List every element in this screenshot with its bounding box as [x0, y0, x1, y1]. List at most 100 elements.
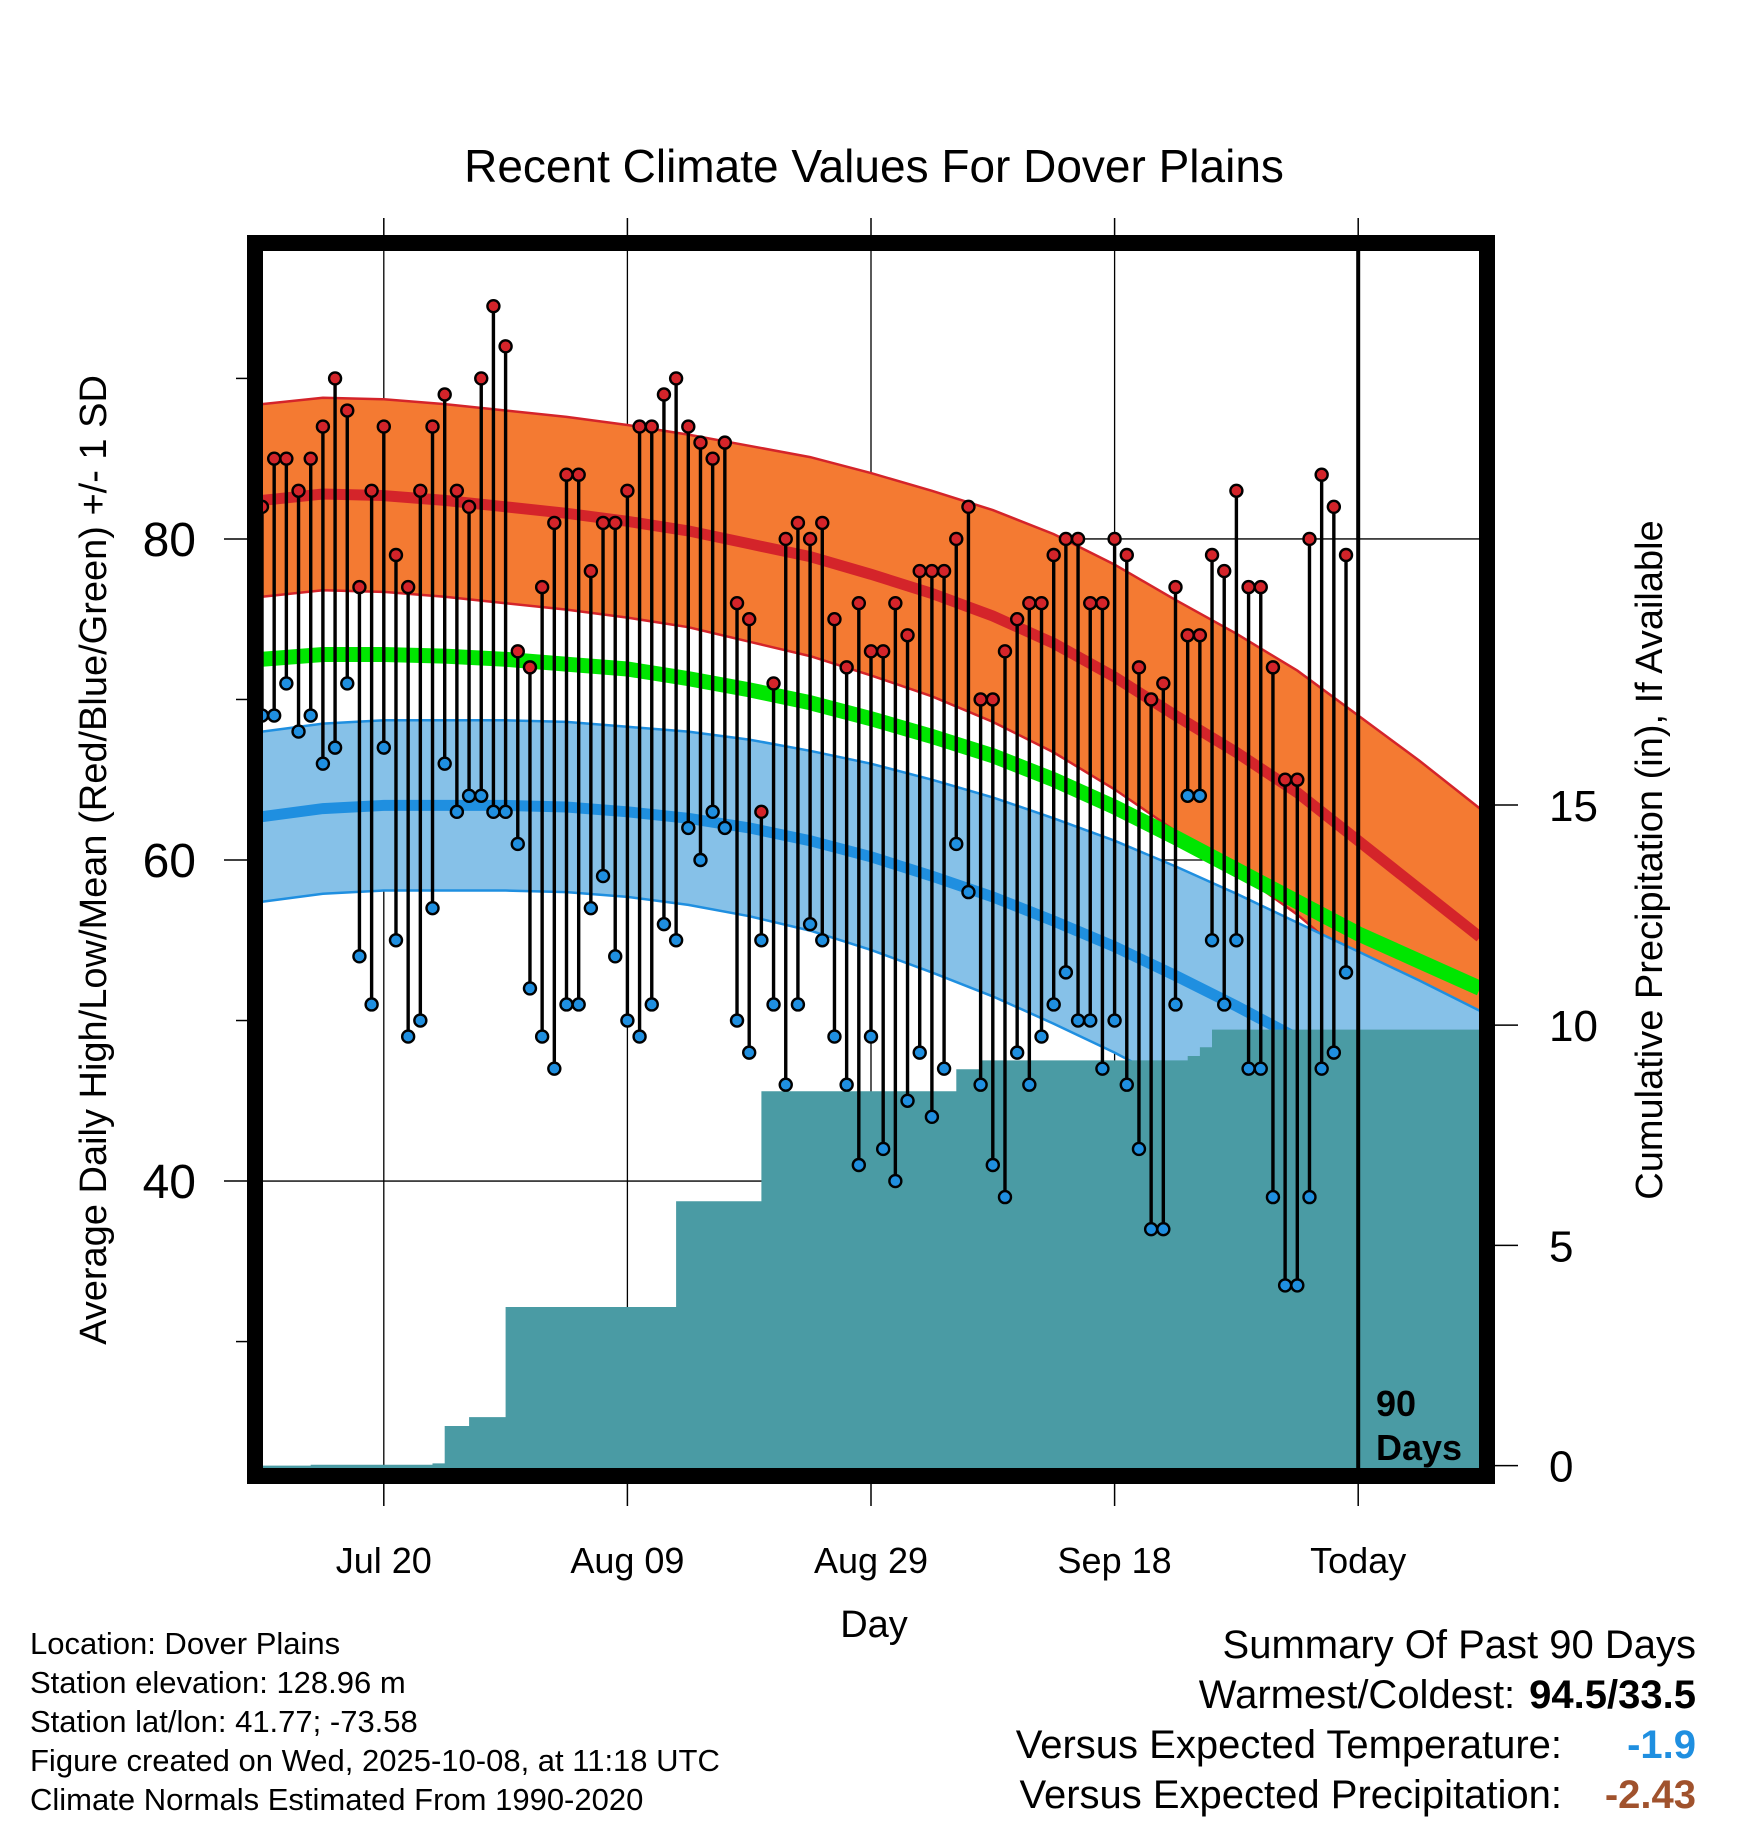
info-location: Location: Dover Plains — [30, 1626, 341, 1661]
daily-low-point — [1107, 1013, 1122, 1028]
daily-high-point — [973, 692, 988, 707]
daily-low-point — [1302, 1189, 1317, 1205]
daily-low-point — [1058, 965, 1074, 980]
daily-low-point — [1241, 1061, 1256, 1076]
daily-low-point — [291, 724, 306, 739]
daily-high-point — [632, 419, 647, 434]
y2-tick-label: 10 — [1549, 1002, 1598, 1051]
daily-high-point — [498, 339, 513, 354]
daily-high-point — [681, 419, 696, 434]
daily-low-point — [1156, 1222, 1171, 1237]
daily-low-point — [559, 997, 574, 1012]
daily-low-point — [608, 949, 623, 964]
daily-low-point — [875, 1141, 891, 1157]
daily-low-point — [1022, 1077, 1037, 1092]
daily-high-point — [315, 419, 331, 434]
y2-axis-label: Cumulative Precipitation (in), If Availa… — [1629, 520, 1671, 1199]
daily-low-point — [1265, 1189, 1281, 1205]
temp-departure-label: Versus Expected Temperature: — [1015, 1723, 1562, 1767]
daily-low-point — [1326, 1045, 1342, 1060]
daily-high-point — [1302, 531, 1317, 547]
daily-low-point — [352, 949, 367, 964]
daily-high-point — [949, 531, 964, 547]
daily-low-point — [1253, 1061, 1268, 1076]
daily-low-point — [340, 676, 355, 691]
chart-title: Recent Climate Values For Dover Plains — [464, 140, 1284, 192]
x-tick-label: Jul 20 — [336, 1540, 432, 1581]
daily-low-point — [510, 836, 525, 852]
daily-low-point — [742, 1045, 757, 1060]
daily-low-point — [266, 708, 282, 723]
normal-high-band-upper-edge — [262, 396, 1480, 810]
summary-heading: Summary Of Past 90 Days — [1222, 1623, 1696, 1667]
daily-high-point — [827, 612, 842, 627]
daily-low-point — [717, 820, 733, 836]
daily-high-point — [875, 644, 891, 659]
today-days-count: 90 — [1376, 1383, 1416, 1424]
daily-high-point — [766, 676, 781, 691]
daily-high-point — [668, 371, 684, 386]
daily-low-point — [729, 1013, 745, 1028]
y2-tick-label: 5 — [1549, 1222, 1573, 1271]
daily-low-point — [1095, 1061, 1110, 1076]
daily-low-point — [1192, 788, 1208, 803]
daily-low-point — [327, 740, 343, 755]
daily-low-point — [1314, 1061, 1329, 1076]
daily-high-point — [912, 563, 927, 579]
daily-low-point — [364, 997, 379, 1012]
daily-high-point — [1180, 628, 1195, 643]
daily-low-point — [839, 1077, 854, 1092]
y-axis: 40 60 80 — [143, 377, 247, 1343]
daily-low-point — [486, 804, 501, 820]
daily-low-point — [279, 676, 294, 691]
daily-high-point — [262, 499, 270, 515]
plot-frame — [247, 235, 1495, 1484]
daily-high-point — [1277, 772, 1293, 787]
daily-high-point — [1168, 579, 1183, 595]
daily-low-point — [973, 1077, 988, 1092]
daily-low-point — [1034, 1029, 1049, 1044]
daily-low-point — [1290, 1278, 1305, 1293]
daily-high-point — [985, 692, 1000, 707]
daily-high-point — [352, 579, 367, 595]
daily-high-point — [900, 628, 915, 643]
daily-low-point — [437, 756, 452, 771]
daily-high-point — [1131, 660, 1147, 675]
daily-low-point — [851, 1157, 867, 1173]
daily-high-point — [534, 579, 550, 595]
y2-tick-label: 15 — [1549, 782, 1598, 831]
today-days-unit: Days — [1376, 1427, 1462, 1468]
daily-low-point — [815, 933, 830, 948]
daily-high-point — [1070, 531, 1086, 547]
daily-high-point — [522, 660, 538, 675]
daily-low-point — [656, 917, 672, 932]
daily-high-point — [1265, 660, 1281, 675]
daily-high-point — [279, 451, 294, 466]
precip-area — [262, 1029, 1480, 1470]
info-normals: Climate Normals Estimated From 1990-2020 — [30, 1782, 644, 1817]
daily-high-point — [400, 579, 416, 595]
precip-departure-value: -2.43 — [1604, 1773, 1696, 1817]
info-latlon: Station lat/lon: 41.77; -73.58 — [30, 1704, 418, 1739]
daily-high-point — [729, 595, 745, 611]
daily-low-point — [461, 788, 477, 803]
daily-low-point — [413, 1013, 428, 1028]
daily-high-point — [461, 499, 477, 515]
x-tick-label: Aug 09 — [570, 1540, 684, 1581]
daily-high-point — [815, 515, 830, 531]
daily-high-point — [340, 403, 355, 418]
temp-departure-value: -1.9 — [1627, 1723, 1696, 1767]
y2-axis: 0 5 10 15 — [1495, 782, 1598, 1492]
warmest-coldest-value: 94.5/33.5 — [1529, 1673, 1696, 1717]
daily-high-point — [644, 419, 659, 434]
daily-high-point — [376, 419, 391, 434]
daily-low-point — [1180, 788, 1195, 803]
daily-high-point — [1314, 467, 1329, 482]
daily-low-point — [888, 1173, 903, 1189]
daily-low-point — [1217, 997, 1232, 1012]
daily-high-point — [863, 644, 879, 659]
daily-high-point — [936, 563, 952, 579]
info-elevation: Station elevation: 128.96 m — [30, 1665, 406, 1700]
x-axis: Jul 20 Aug 09 Aug 29 Sep 18 Today — [336, 218, 1406, 1581]
daily-high-point — [486, 298, 501, 314]
